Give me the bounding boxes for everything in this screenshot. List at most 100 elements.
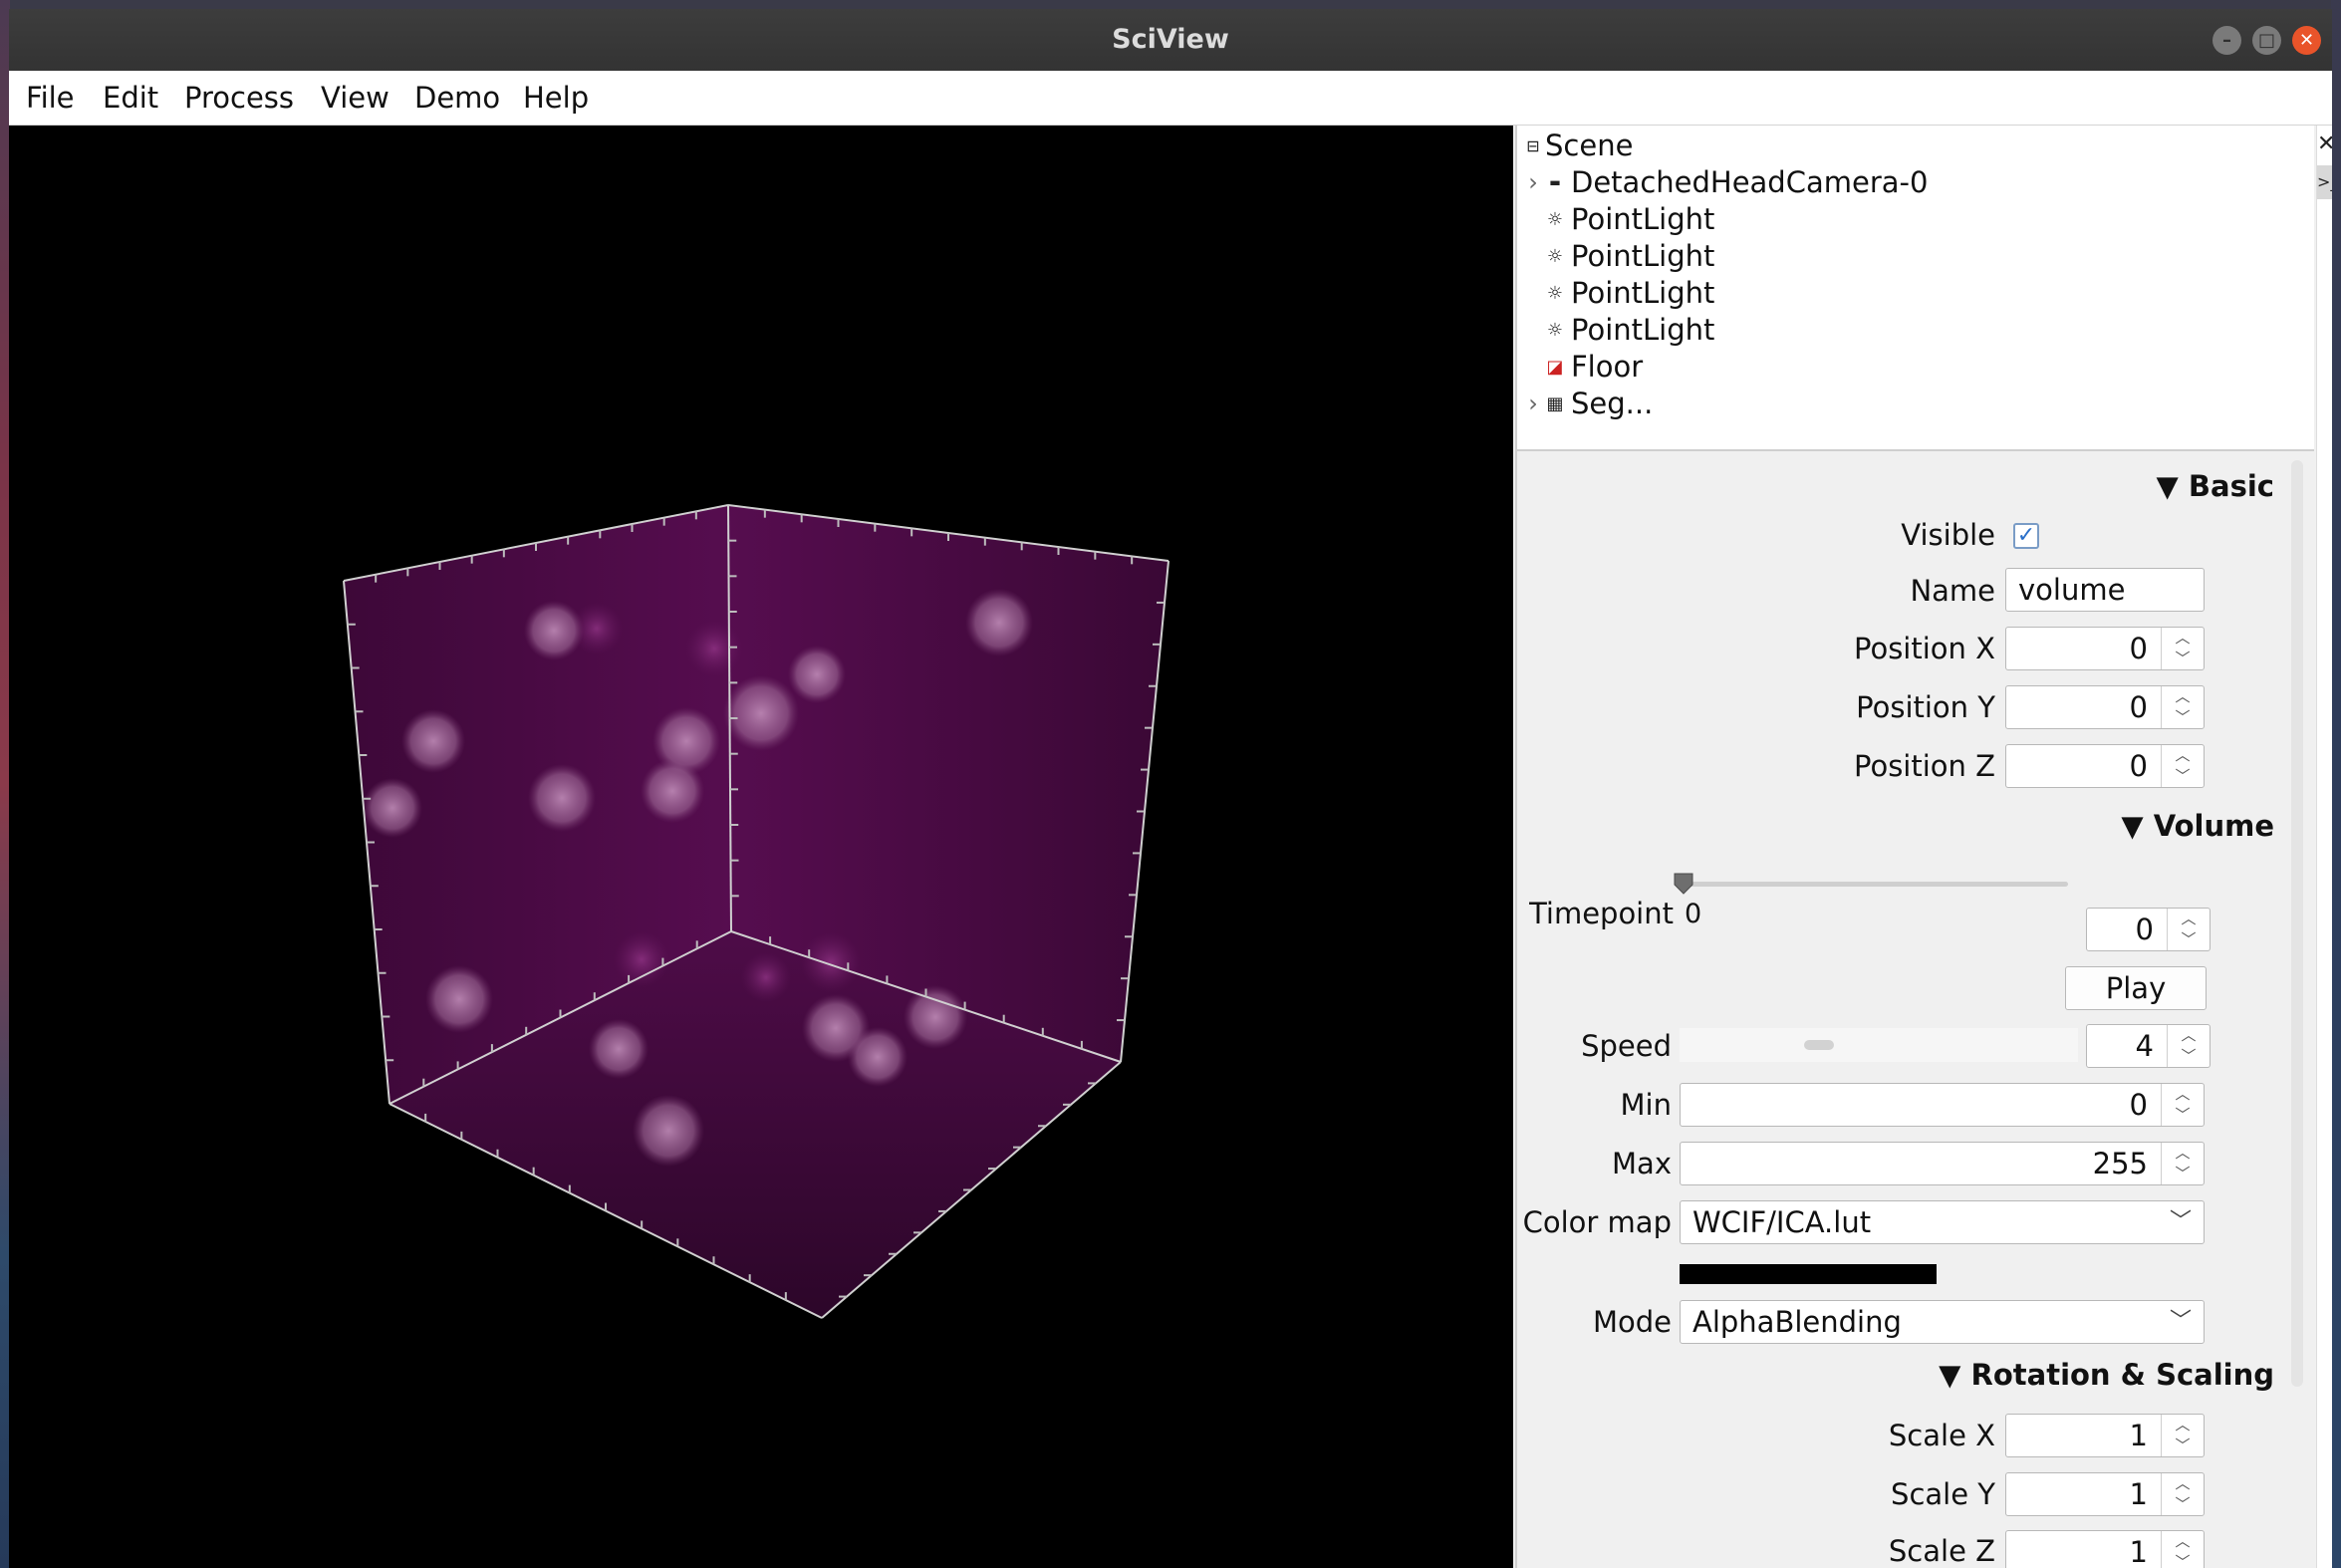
play-button[interactable]: Play xyxy=(2065,966,2207,1010)
app-window: SciView – □ ✕ File Edit Process View Dem… xyxy=(9,9,2332,1568)
maximize-button[interactable]: □ xyxy=(2252,26,2281,55)
menu-view[interactable]: View xyxy=(321,81,390,115)
grid-icon: ▦ xyxy=(1546,393,1564,414)
volume-wall-right xyxy=(728,505,1169,1062)
scale-x-spinner[interactable]: 1 ︿ ﹀ xyxy=(2005,1414,2205,1457)
min-spinner[interactable]: 0 ︿ ﹀ xyxy=(1680,1083,2205,1127)
volume-blob xyxy=(589,1019,649,1079)
light-icon: ☼ xyxy=(1546,283,1564,304)
volume-blob xyxy=(524,601,584,660)
window-title: SciView xyxy=(1112,24,1229,55)
position-y-label: Position Y xyxy=(1856,690,1995,724)
scene-tree[interactable]: ⊟ Scene › ▬ DetachedHeadCamera-0 ☼ PointLigh… xyxy=(1517,126,2314,451)
scale-z-spinner[interactable]: 1 ︿ ﹀ xyxy=(2005,1530,2205,1568)
spin-down-icon[interactable]: ﹀ xyxy=(2175,767,2191,785)
menu-edit[interactable]: Edit xyxy=(103,81,159,115)
volume-blob xyxy=(904,985,967,1049)
spin-up-icon[interactable]: ︿ xyxy=(2175,1416,2191,1434)
close-panel-icon[interactable]: ✕ xyxy=(2317,131,2332,156)
timepoint-slider[interactable] xyxy=(1680,882,2068,887)
volume-blob xyxy=(614,931,669,987)
spin-up-icon[interactable]: ︿ xyxy=(2181,1026,2197,1044)
spin-up-icon[interactable]: ︿ xyxy=(2175,746,2191,764)
spin-down-icon[interactable]: ﹀ xyxy=(2175,1553,2191,1568)
maximize-icon: □ xyxy=(2257,30,2275,51)
spin-down-icon[interactable]: ﹀ xyxy=(2175,708,2191,726)
expand-chevron-icon[interactable]: › xyxy=(1528,390,1538,417)
timepoint-spinner[interactable]: 0 ︿ ﹀ xyxy=(2086,908,2211,951)
tree-item-label: PointLight xyxy=(1571,313,1715,347)
volume-blob xyxy=(633,1095,704,1167)
side-toolbar: ✕ >_ xyxy=(2316,126,2332,1568)
menu-demo[interactable]: Demo xyxy=(414,81,501,115)
spin-down-icon[interactable]: ﹀ xyxy=(2181,1047,2197,1065)
timepoint-label: Timepoint xyxy=(1529,897,1674,930)
spin-down-icon[interactable]: ﹀ xyxy=(2175,1106,2191,1124)
spin-up-icon[interactable]: ︿ xyxy=(2181,910,2197,927)
speed-spinner[interactable]: 4 ︿ ﹀ xyxy=(2086,1024,2211,1068)
close-button[interactable]: ✕ xyxy=(2292,26,2321,55)
minimize-icon: – xyxy=(2222,30,2231,51)
section-volume-header[interactable]: ▼ Volume xyxy=(2121,809,2274,843)
spin-up-icon[interactable]: ︿ xyxy=(2175,629,2191,647)
properties-panel: ▼ Basic Visible ✓ Name volume Position X… xyxy=(1517,454,2314,1568)
menu-file[interactable]: File xyxy=(26,81,75,115)
section-rotation-header[interactable]: ▼ Rotation & Scaling xyxy=(1939,1358,2274,1392)
speed-slider[interactable] xyxy=(1680,1028,2078,1062)
timepoint-slider-value: 0 xyxy=(1685,899,1702,929)
light-icon: ☼ xyxy=(1546,246,1564,267)
speed-label: Speed xyxy=(1581,1029,1672,1063)
menu-bar: File Edit Process View Demo Help xyxy=(9,71,2332,126)
volume-blob xyxy=(848,1027,908,1087)
menu-process[interactable]: Process xyxy=(184,81,295,115)
spin-down-icon[interactable]: ﹀ xyxy=(2175,1437,2191,1454)
light-icon: ☼ xyxy=(1546,209,1564,230)
spin-up-icon[interactable]: ︿ xyxy=(2175,1085,2191,1103)
max-spinner[interactable]: 255 ︿ ﹀ xyxy=(1680,1142,2205,1185)
volume-blob xyxy=(571,603,623,654)
section-basic-header[interactable]: ▼ Basic xyxy=(2156,469,2274,503)
properties-scrollbar[interactable] xyxy=(2291,460,2303,1387)
volume-blob xyxy=(528,764,596,832)
menu-help[interactable]: Help xyxy=(523,81,590,115)
tree-item-label: Floor xyxy=(1571,350,1644,384)
scale-y-spinner[interactable]: 1 ︿ ﹀ xyxy=(2005,1472,2205,1516)
volume-blob xyxy=(741,952,791,1002)
spin-down-icon[interactable]: ﹀ xyxy=(2175,1165,2191,1182)
timepoint-slider-thumb[interactable] xyxy=(1674,873,1693,895)
colormap-preview xyxy=(1680,1264,1937,1284)
volume-blob xyxy=(652,707,720,775)
scale-x-label: Scale X xyxy=(1888,1419,1995,1452)
tree-item-label: Seg... xyxy=(1571,387,1654,420)
spin-up-icon[interactable]: ︿ xyxy=(2175,1474,2191,1492)
volume-blob xyxy=(788,646,846,703)
visible-label: Visible xyxy=(1901,518,1995,552)
spin-up-icon[interactable]: ︿ xyxy=(2175,1532,2191,1550)
speed-slider-thumb[interactable] xyxy=(1804,1040,1834,1050)
colormap-dropdown[interactable]: WCIF/ICA.lut ﹀ xyxy=(1680,1200,2205,1244)
spin-up-icon[interactable]: ︿ xyxy=(2175,687,2191,705)
mode-dropdown[interactable]: AlphaBlending ﹀ xyxy=(1680,1300,2205,1344)
visible-checkbox[interactable]: ✓ xyxy=(2013,523,2039,549)
spin-down-icon[interactable]: ﹀ xyxy=(2175,1495,2191,1513)
volume-blob xyxy=(363,778,422,838)
volume-blob xyxy=(801,932,861,992)
title-bar[interactable]: SciView – □ ✕ xyxy=(9,9,2332,71)
minimize-button[interactable]: – xyxy=(2212,26,2241,55)
spin-down-icon[interactable]: ﹀ xyxy=(2175,650,2191,667)
min-label: Min xyxy=(1620,1088,1672,1122)
3d-viewport[interactable] xyxy=(9,126,1513,1568)
position-z-spinner[interactable]: 0 ︿ ﹀ xyxy=(2005,744,2205,788)
desktop-background-left xyxy=(0,0,10,1568)
bounding-box-ticks xyxy=(347,509,1165,1301)
name-input[interactable]: volume xyxy=(2005,568,2205,612)
desktop-background-right xyxy=(2331,0,2341,1568)
scale-z-label: Scale Z xyxy=(1888,1534,1995,1568)
collapse-icon[interactable]: ⊟ xyxy=(1526,136,1540,155)
expand-chevron-icon[interactable]: › xyxy=(1528,168,1538,196)
position-x-spinner[interactable]: 0 ︿ ﹀ xyxy=(2005,627,2205,670)
position-y-spinner[interactable]: 0 ︿ ﹀ xyxy=(2005,685,2205,729)
spin-down-icon[interactable]: ﹀ xyxy=(2181,930,2197,948)
spin-up-icon[interactable]: ︿ xyxy=(2175,1144,2191,1162)
console-prompt-icon[interactable]: >_ xyxy=(2317,165,2332,199)
